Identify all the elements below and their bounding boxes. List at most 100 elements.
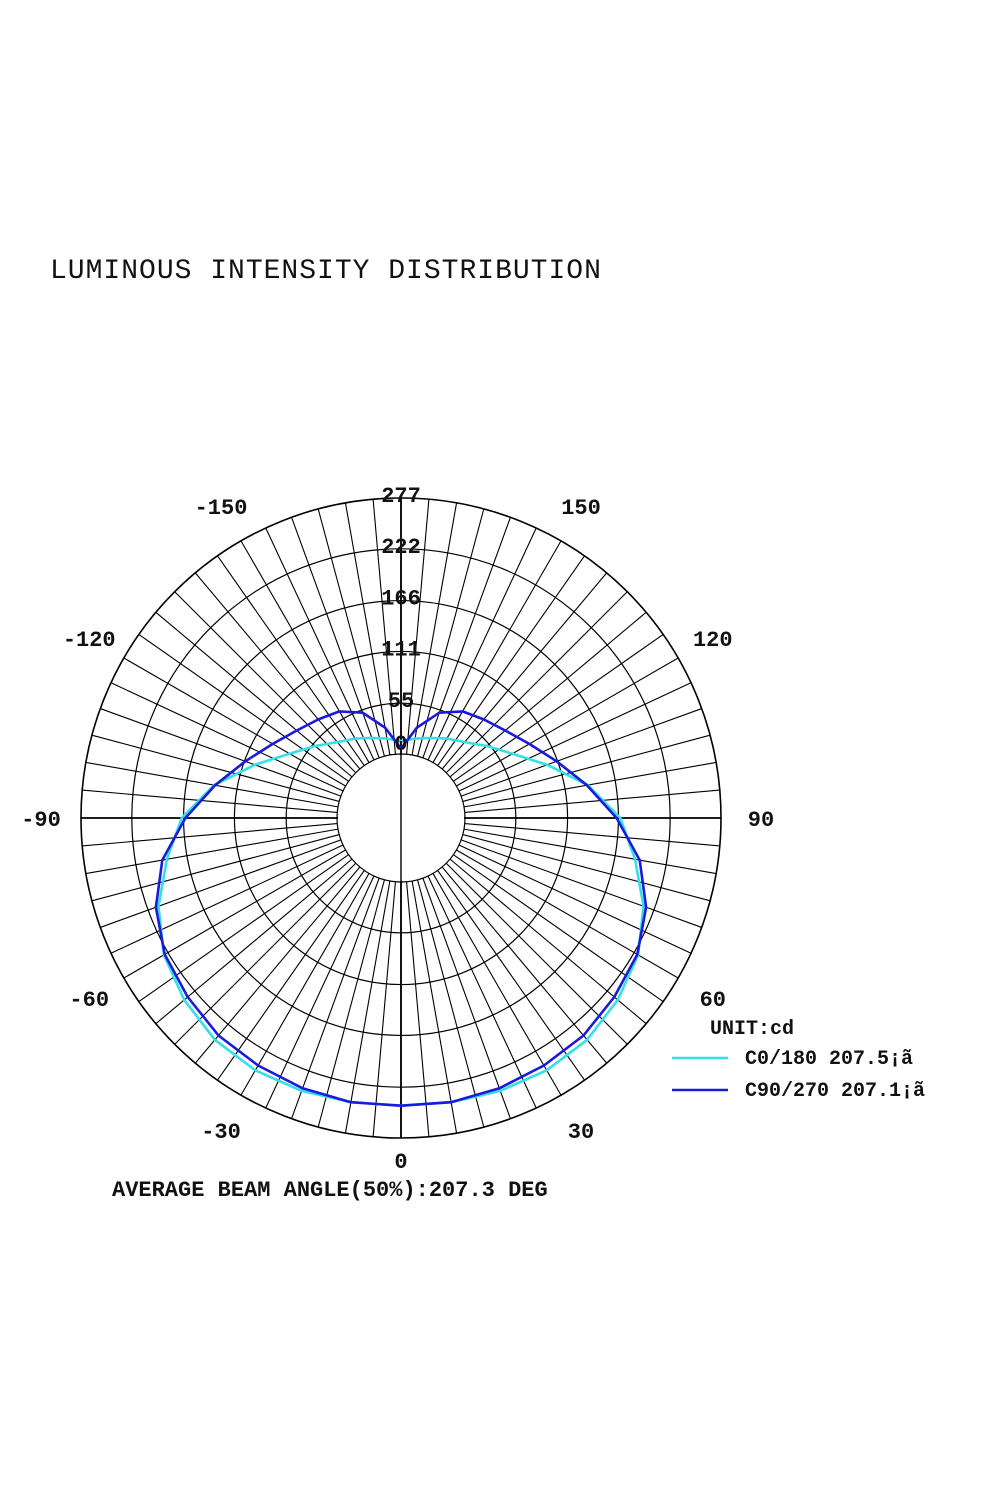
grid-spoke (464, 823, 720, 847)
grid-spoke (344, 880, 391, 1134)
grid-spoke (427, 527, 537, 761)
legend-label: C0/180 207.5¡ã (745, 1048, 913, 1071)
grid-spoke (449, 858, 647, 1025)
grid-spoke (123, 657, 346, 787)
grid-spoke (456, 657, 679, 787)
radial-tick-label: 166 (381, 587, 421, 612)
grid-spoke (437, 555, 585, 766)
grid-spoke (291, 877, 380, 1119)
grid-spoke (100, 708, 342, 797)
grid-spoke (372, 881, 396, 1137)
angle-label: -90 (21, 808, 61, 833)
radial-tick-label: 0 (394, 732, 407, 757)
grid-spoke (462, 734, 711, 802)
grid-spoke (462, 834, 711, 902)
grid-spoke (344, 502, 391, 756)
grid-spoke (441, 866, 608, 1064)
grid-spoke (437, 870, 585, 1081)
grid-ring (233, 650, 569, 986)
angle-label: -30 (201, 1120, 241, 1145)
grid-spoke (458, 682, 692, 792)
grid-ring (131, 548, 671, 1088)
grid-spoke (458, 844, 692, 954)
grid-spoke (445, 862, 628, 1045)
angle-label: -150 (195, 496, 248, 521)
grid-spoke (155, 611, 353, 778)
grid-spoke (432, 540, 562, 763)
angle-label: 150 (561, 496, 601, 521)
grid-spoke (411, 502, 458, 756)
grid-spoke (372, 499, 396, 755)
grid-spoke (123, 849, 346, 979)
angle-label: -60 (69, 988, 109, 1013)
radial-tick-label: 277 (381, 484, 421, 509)
grid-spoke (422, 517, 511, 759)
grid-spoke (406, 881, 430, 1137)
grid-spoke (445, 591, 628, 774)
radial-tick-label: 55 (388, 689, 414, 714)
grid-spoke (464, 789, 720, 813)
angle-label: 120 (693, 628, 733, 653)
legend-label: C90/270 207.1¡ã (745, 1080, 925, 1103)
grid-spoke (85, 761, 339, 808)
grid-spoke (91, 834, 340, 902)
grid-spoke (217, 555, 365, 766)
grid-spoke (174, 591, 357, 774)
grid-spoke (155, 858, 353, 1025)
grid-spoke (427, 875, 537, 1109)
grid-spoke (432, 873, 562, 1096)
grid-spoke (317, 508, 385, 757)
legend: UNIT:cd C0/180 207.5¡ã C90/270 207.1¡ã (672, 1018, 925, 1103)
grid-spoke (82, 789, 338, 813)
grid-spoke (441, 572, 608, 770)
grid-spoke (138, 854, 349, 1002)
grid-spoke (417, 508, 485, 757)
grid-spoke (110, 682, 344, 792)
grid-ring (285, 702, 517, 934)
angle-label: 0 (394, 1150, 407, 1175)
grid-spoke (453, 854, 664, 1002)
grid-spoke (91, 734, 340, 802)
grid-spoke (456, 849, 679, 979)
grid-spoke (194, 866, 361, 1064)
grid-spoke (217, 870, 365, 1081)
angle-label: 30 (568, 1120, 594, 1145)
grid-spoke (406, 499, 430, 755)
grid-spoke (460, 839, 702, 928)
angle-label: 90 (748, 808, 774, 833)
grid-spoke (317, 879, 385, 1128)
polar-grid (80, 497, 722, 1139)
grid-spoke (240, 540, 370, 763)
series-curve-c90-270 (154, 710, 648, 1107)
grid-ring (80, 497, 722, 1139)
grid-spoke (453, 634, 664, 782)
grid-spoke (240, 873, 370, 1096)
grid-spoke (265, 875, 375, 1109)
grid-spoke (85, 828, 339, 875)
angle-label: -120 (63, 628, 116, 653)
chart-title: LUMINOUS INTENSITY DISTRIBUTION (50, 256, 602, 287)
grid-spoke (110, 844, 344, 954)
grid-spoke (100, 839, 342, 928)
axis-labels: 0 55 111 166 222 277 0 30 60 90 120 150 -150 -120 -90 -… (21, 484, 774, 1175)
grid-spoke (194, 572, 361, 770)
grid-spoke (460, 708, 702, 797)
grid-spoke (411, 880, 458, 1134)
grid-spoke (417, 879, 485, 1128)
radial-tick-label: 222 (381, 535, 421, 560)
unit-label: UNIT:cd (710, 1018, 794, 1041)
grid-spoke (463, 828, 717, 875)
grid-spoke (463, 761, 717, 808)
angle-label: 60 (700, 988, 726, 1013)
grid-spoke (449, 611, 647, 778)
radial-tick-label: 111 (381, 637, 421, 662)
grid-spoke (291, 517, 380, 759)
intensity-curves (154, 710, 648, 1107)
grid-spoke (422, 877, 511, 1119)
beam-angle-caption: AVERAGE BEAM ANGLE(50%):207.3 DEG (112, 1178, 548, 1203)
grid-ring (182, 599, 620, 1037)
grid-spoke (174, 862, 357, 1045)
grid-spoke (138, 634, 349, 782)
grid-spoke (265, 527, 375, 761)
